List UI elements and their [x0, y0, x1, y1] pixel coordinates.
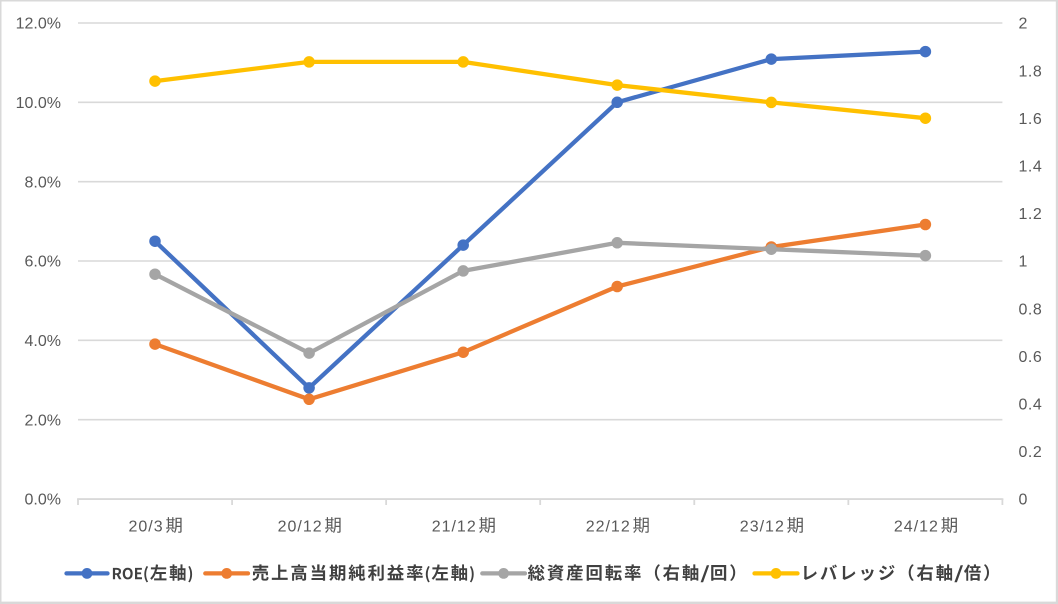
svg-text:1.8: 1.8 [1019, 63, 1043, 80]
svg-text:20/3: 20/3 [129, 519, 164, 536]
svg-text:12.0%: 12.0% [16, 16, 61, 33]
svg-text:0.2: 0.2 [1019, 444, 1043, 461]
svg-text:8.0%: 8.0% [25, 174, 61, 191]
svg-text:1.6: 1.6 [1019, 111, 1043, 128]
svg-text:6.0%: 6.0% [25, 254, 61, 271]
svg-text:22/12: 22/12 [586, 519, 631, 536]
svg-text:10.0%: 10.0% [16, 95, 61, 112]
svg-text:0.8: 0.8 [1019, 301, 1043, 318]
svg-text:23/12: 23/12 [740, 519, 785, 536]
svg-text:0.6: 0.6 [1019, 349, 1043, 366]
svg-text:4.0%: 4.0% [25, 333, 61, 350]
svg-text:2: 2 [1019, 16, 1028, 33]
svg-text:20/12: 20/12 [278, 519, 323, 536]
svg-text:1.2: 1.2 [1019, 206, 1043, 223]
svg-text:0.4: 0.4 [1019, 397, 1043, 414]
svg-text:1.4: 1.4 [1019, 159, 1043, 176]
svg-text:24/12: 24/12 [894, 519, 939, 536]
svg-text:21/12: 21/12 [432, 519, 477, 536]
svg-text:1: 1 [1019, 254, 1028, 271]
svg-text:0: 0 [1019, 492, 1028, 509]
svg-text:0.0%: 0.0% [25, 492, 61, 509]
svg-text:2.0%: 2.0% [25, 412, 61, 429]
